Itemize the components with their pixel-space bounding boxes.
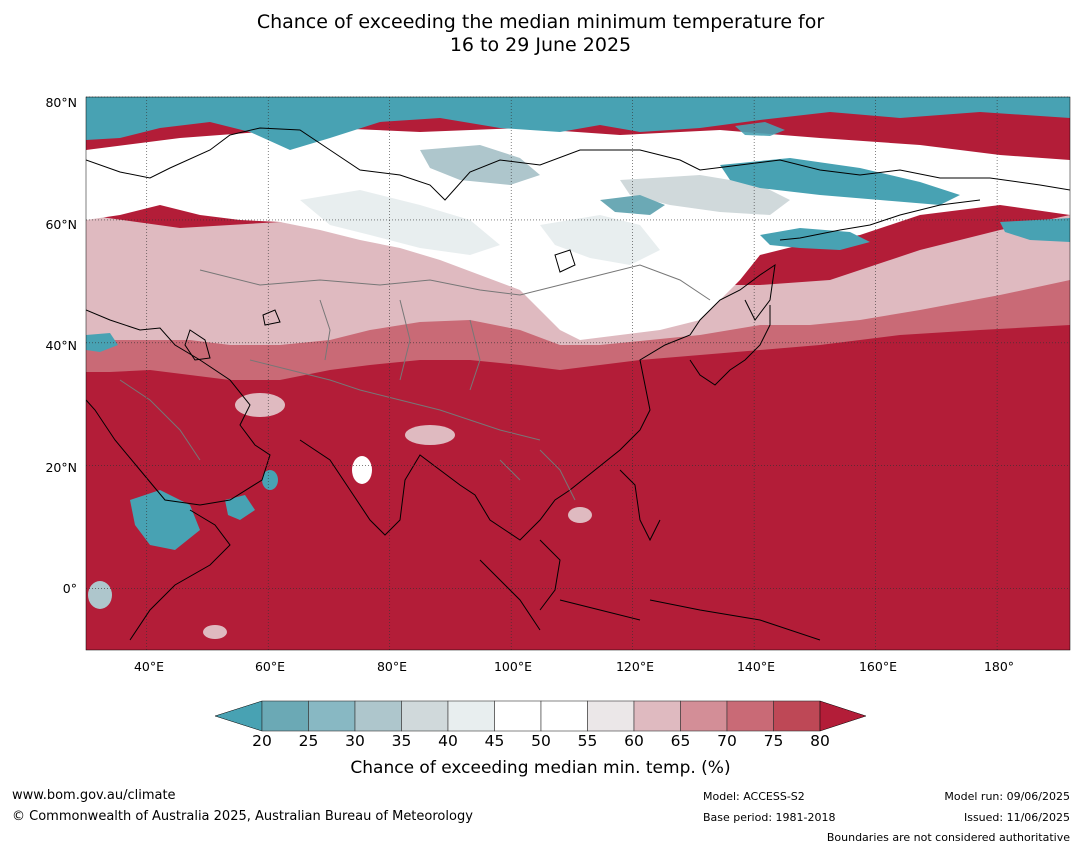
region-below-20pct-horn [225, 495, 255, 520]
patch-india [352, 456, 372, 484]
region-below-20pct-okhotsk [760, 228, 870, 250]
colorbar-cell [773, 700, 821, 732]
colorbar-tick-label: 30 [345, 732, 365, 750]
region-below-20pct-siberia [720, 158, 960, 205]
map-frame [85, 96, 1071, 651]
footer-disclaimer: Boundaries are not considered authoritat… [826, 831, 1070, 844]
colorbar-cell [680, 700, 728, 732]
colorbar-cell [401, 700, 449, 732]
lat-label-20n: 20°N [45, 460, 77, 475]
colorbar-low-arrow [214, 700, 263, 732]
patch-africa [88, 581, 112, 609]
patch-indian-ocean [203, 625, 227, 639]
footer-issued: Issued: 11/06/2025 [963, 811, 1070, 824]
patch-south-china-sea [568, 507, 592, 523]
footer-model: Model: ACCESS-S2 [703, 790, 805, 803]
colorbar-cell [261, 700, 309, 732]
region-below-20pct-arctic [86, 97, 1070, 150]
lon-label-180: 180° [983, 659, 1015, 674]
colorbar-cell [447, 700, 495, 732]
country-borders [119, 264, 711, 501]
colorbar-label: Chance of exceeding median min. temp. (%… [350, 758, 731, 778]
lon-label-140e: 140°E [736, 659, 775, 674]
probability-map [85, 96, 1071, 651]
footer-model-run: Model run: 09/06/2025 [944, 790, 1070, 803]
lon-label-80e: 80°E [376, 659, 408, 674]
region-35pct [620, 175, 790, 215]
lon-label-40e: 40°E [133, 659, 165, 674]
lat-label-0: 0° [62, 581, 77, 596]
region-below-20pct-pacific [1000, 218, 1070, 242]
colorbar-tick-label: 50 [531, 732, 551, 750]
region-40pct [300, 190, 500, 255]
patch-arabian-sea [262, 470, 278, 490]
lat-label-60n: 60°N [45, 217, 77, 232]
coastlines [86, 127, 1070, 641]
region-below-20pct-kara [735, 122, 785, 136]
colorbar-tick-label: 25 [298, 732, 319, 750]
colorbar-tick-label: 65 [670, 732, 691, 750]
lon-label-120e: 120°E [615, 659, 654, 674]
lon-label-160e: 160°E [858, 659, 897, 674]
colorbar-tick-label: 35 [391, 732, 412, 750]
map-title-line1: Chance of exceeding the median minimum t… [256, 11, 825, 33]
lon-label-60e: 60°E [254, 659, 286, 674]
colorbar-cell [354, 700, 402, 732]
region-30pct [420, 145, 540, 185]
footer-base-period: Base period: 1981-2018 [703, 811, 836, 824]
map-title-line2: 16 to 29 June 2025 [449, 34, 632, 56]
colorbar-tick-label: 80 [810, 732, 830, 750]
colorbar [214, 700, 867, 732]
region-below-20pct-arabia [130, 490, 200, 550]
colorbar-cell [587, 700, 635, 732]
footer-copyright: © Commonwealth of Australia 2025, Austra… [12, 809, 473, 824]
colorbar-tick-label: 60 [624, 732, 644, 750]
footer-url[interactable]: www.bom.gov.au/climate [12, 788, 176, 803]
region-40pct-2 [540, 215, 660, 265]
colorbar-cell [633, 700, 681, 732]
lat-label-40n: 40°N [45, 338, 77, 353]
colorbar-high-arrow [819, 700, 867, 732]
colorbar-tick-label: 70 [717, 732, 737, 750]
colorbar-cell [494, 700, 542, 732]
colorbar-tick-label: 75 [763, 732, 784, 750]
colorbar-tick-label: 20 [252, 732, 272, 750]
lon-label-100e: 100°E [493, 659, 532, 674]
lat-label-80n: 80°N [45, 95, 77, 110]
colorbar-tick-label: 40 [438, 732, 458, 750]
colorbar-cell [540, 700, 588, 732]
colorbar-cell [726, 700, 774, 732]
colorbar-tick-label: 45 [484, 732, 505, 750]
colorbar-tick-label: 55 [577, 732, 598, 750]
colorbar-cell [308, 700, 356, 732]
patch-tibet [405, 425, 455, 445]
